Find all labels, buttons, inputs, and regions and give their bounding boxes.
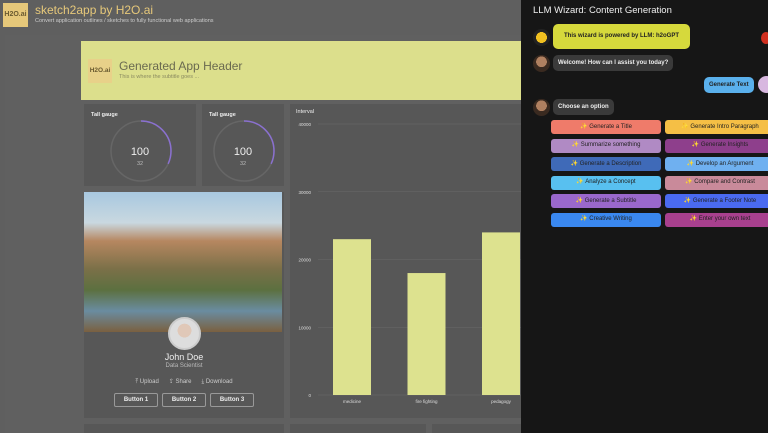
generated-title: Generated App Header	[119, 59, 243, 73]
wizard-title: LLM Wizard: Content Generation	[533, 5, 672, 16]
h2ogpt-logo-icon	[533, 29, 550, 46]
x-tick-label: pedagogy	[491, 399, 512, 404]
bot-avatar	[533, 99, 550, 116]
option-button[interactable]: ✨ Summarize something	[551, 138, 661, 153]
option-button[interactable]: ✨ Develop an Argument	[665, 157, 768, 171]
gauge-card: Tall gauge 100 32	[84, 104, 196, 186]
choose-option-message: Choose an option	[553, 99, 614, 115]
option-button[interactable]: ✨ Generate Insights	[665, 138, 768, 153]
bot-avatar	[533, 55, 550, 72]
app-header: H2O.ai sketch2app by H2O.ai Convert appl…	[0, 0, 521, 32]
bottom-card	[432, 424, 521, 433]
option-button[interactable]: ✨ Generate a Subtitle	[551, 194, 661, 208]
gauge-subvalue: 32	[239, 161, 247, 167]
y-tick-label: 0	[308, 393, 311, 398]
download-label: Download	[205, 379, 233, 385]
share-icon: ⇪	[168, 379, 176, 385]
gauge-ring	[213, 120, 275, 182]
bar-chart: Interval 0 10000 20000 30000 40000 medicine fi…	[296, 109, 521, 404]
option-button[interactable]: ✨ Compare and Contrast	[665, 175, 768, 190]
button-3[interactable]: Button 3	[210, 393, 254, 407]
gauge-value: 100	[130, 146, 150, 158]
button-1[interactable]: Button 1	[114, 393, 158, 407]
generated-logo: H2O.ai	[88, 59, 112, 83]
app-title: sketch2app by H2O.ai	[35, 3, 154, 17]
landscape-image	[84, 192, 282, 332]
powered-by-message: This wizard is powered by LLM: h2oGPT	[553, 24, 690, 49]
upload-icon: ⤒	[135, 379, 140, 385]
x-tick-label: fire fighting	[415, 399, 438, 404]
avatar	[168, 317, 201, 350]
download-link[interactable]: ⤓ Download	[202, 379, 233, 386]
profile-name: John Doe	[164, 352, 204, 362]
bottom-card	[290, 424, 426, 433]
gauge-card: Tall gauge 100 32	[202, 104, 284, 186]
generated-header: H2O.ai Generated App Header This is wher…	[81, 41, 521, 100]
download-icon: ⤓	[201, 379, 206, 385]
gauge-label: Tall gauge	[209, 112, 236, 118]
profile-card: John Doe Data Scientist ⤒ Upload ⇪ Share…	[84, 192, 284, 418]
bar-chart-card: Interval 0 10000 20000 30000 40000 medicine fi…	[290, 104, 521, 418]
y-tick-label: 30000	[298, 190, 311, 195]
gauge-value: 100	[233, 146, 253, 158]
llm-wizard-panel: LLM Wizard: Content Generation This wiza…	[521, 0, 768, 433]
y-tick-label: 40000	[298, 122, 311, 127]
gauge-label: Tall gauge	[91, 112, 118, 118]
option-button[interactable]: ✨ Creative Writing	[551, 212, 661, 227]
option-button[interactable]: ✨ Enter your own text	[665, 212, 768, 227]
delete-icon[interactable]	[761, 32, 768, 44]
share-link[interactable]: ⇪ Share	[169, 379, 192, 386]
button-2[interactable]: Button 2	[162, 393, 206, 407]
option-button[interactable]: ✨ Generate a Footer Note	[665, 194, 768, 208]
y-tick-label: 10000	[298, 325, 311, 330]
gauge-subvalue: 32	[136, 161, 144, 167]
share-label: Share	[175, 379, 192, 385]
x-tick-label: medicine	[343, 399, 362, 404]
option-button[interactable]: ✨ Analyze a Concept	[551, 175, 661, 190]
option-button[interactable]: ✨ Generate a Title	[551, 120, 661, 134]
option-button[interactable]: ✨ Generate Intro Paragraph	[665, 120, 768, 134]
gauge-ring	[110, 120, 172, 182]
welcome-message: Welcome! How can I assist you today?	[553, 55, 674, 71]
h2o-logo: H2O.ai	[3, 3, 28, 27]
user-avatar	[758, 76, 768, 93]
bottom-card	[84, 424, 284, 433]
generated-subtitle: This is where the subtitle goes ...	[119, 74, 200, 80]
bar-pedagogy	[482, 232, 520, 395]
chart-title: Interval	[296, 109, 314, 115]
app-subtitle: Convert application outlines / sketches …	[35, 18, 214, 24]
upload-link[interactable]: ⤒ Upload	[135, 379, 158, 386]
y-tick-label: 20000	[298, 258, 311, 263]
option-button[interactable]: ✨ Generate a Description	[551, 157, 661, 171]
bar-fire-fighting	[407, 273, 446, 395]
profile-role: Data Scientist	[165, 363, 203, 369]
bar-medicine	[333, 239, 371, 395]
upload-label: Upload	[139, 379, 159, 385]
user-message: Generate Text	[704, 77, 754, 93]
